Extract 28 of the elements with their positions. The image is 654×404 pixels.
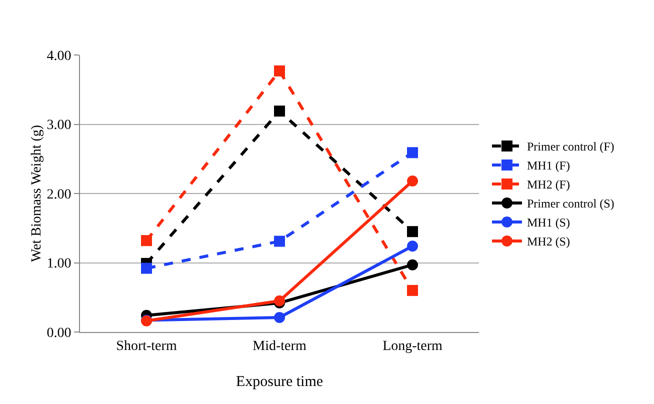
legend-label: MH1 (F) (526, 158, 570, 173)
x-tick-label: Mid-term (252, 338, 306, 354)
point (407, 176, 418, 187)
point (274, 236, 285, 247)
point (274, 65, 285, 76)
point (407, 240, 418, 252)
point (407, 284, 418, 296)
legend-label: MH1 (S) (526, 216, 570, 230)
y-tick-label: 2.00 (46, 187, 72, 202)
legend-label: MH2 (S) (526, 234, 570, 249)
y-tick-label: 1.00 (46, 256, 72, 272)
point (141, 262, 152, 274)
point (141, 235, 152, 246)
point (274, 106, 285, 117)
legend-label: Primer control (S) (526, 196, 614, 211)
legend-label: MH2 (F) (526, 178, 570, 192)
x-tick-label: Short-term (116, 338, 177, 354)
y-tick-label: 0.00 (46, 326, 72, 341)
x-axis-title: Exposure time (236, 374, 324, 390)
point (407, 259, 418, 270)
y-tick-label: 4.00 (46, 48, 72, 64)
y-axis-title: Wet Biomass Weight (g) (30, 124, 45, 262)
legend-label: Primer control (F) (526, 140, 614, 154)
x-tick-label: Long-term (382, 338, 443, 354)
point (407, 147, 418, 158)
y-tick-label: 3.00 (46, 118, 72, 134)
point (407, 226, 418, 238)
point (274, 312, 285, 323)
